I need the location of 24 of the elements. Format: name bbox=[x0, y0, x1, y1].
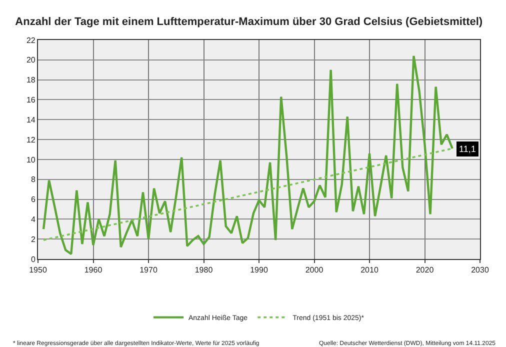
x-tick-label: 2000 bbox=[305, 266, 324, 275]
y-tick-label: 4 bbox=[30, 214, 36, 224]
y-tick-label: 2 bbox=[30, 234, 36, 244]
x-tick-label: 2030 bbox=[471, 266, 490, 275]
y-tick-label: 22 bbox=[26, 36, 36, 45]
x-tick-label: 1950 bbox=[29, 266, 48, 275]
x-tick-label: 1990 bbox=[250, 266, 268, 275]
y-tick-label: 8 bbox=[30, 175, 36, 184]
y-tick-label: 16 bbox=[26, 96, 36, 105]
x-tick-label: 1970 bbox=[140, 266, 158, 275]
x-tick-label: 2020 bbox=[416, 266, 434, 275]
y-tick-label: 18 bbox=[26, 76, 36, 85]
y-tick-label: 6 bbox=[30, 195, 36, 204]
x-tick-label: 1960 bbox=[84, 266, 103, 275]
y-tick-label: 0 bbox=[30, 254, 36, 264]
chart-title: Anzahl der Tage mit einem Lufttemperatur-Maximum über 30 Grad Celsius (Gebietsmittel) bbox=[15, 16, 483, 28]
annotation: 11,1 bbox=[459, 144, 476, 154]
x-tick-label: 2010 bbox=[360, 266, 379, 275]
y-tick-label: 10 bbox=[26, 155, 36, 164]
line-series bbox=[42, 54, 454, 256]
x-tick-label: 1980 bbox=[194, 266, 214, 275]
y-tick-label: 20 bbox=[26, 56, 36, 65]
y-tick-label: 14 bbox=[26, 115, 36, 124]
y-tick-label: 12 bbox=[26, 135, 36, 144]
